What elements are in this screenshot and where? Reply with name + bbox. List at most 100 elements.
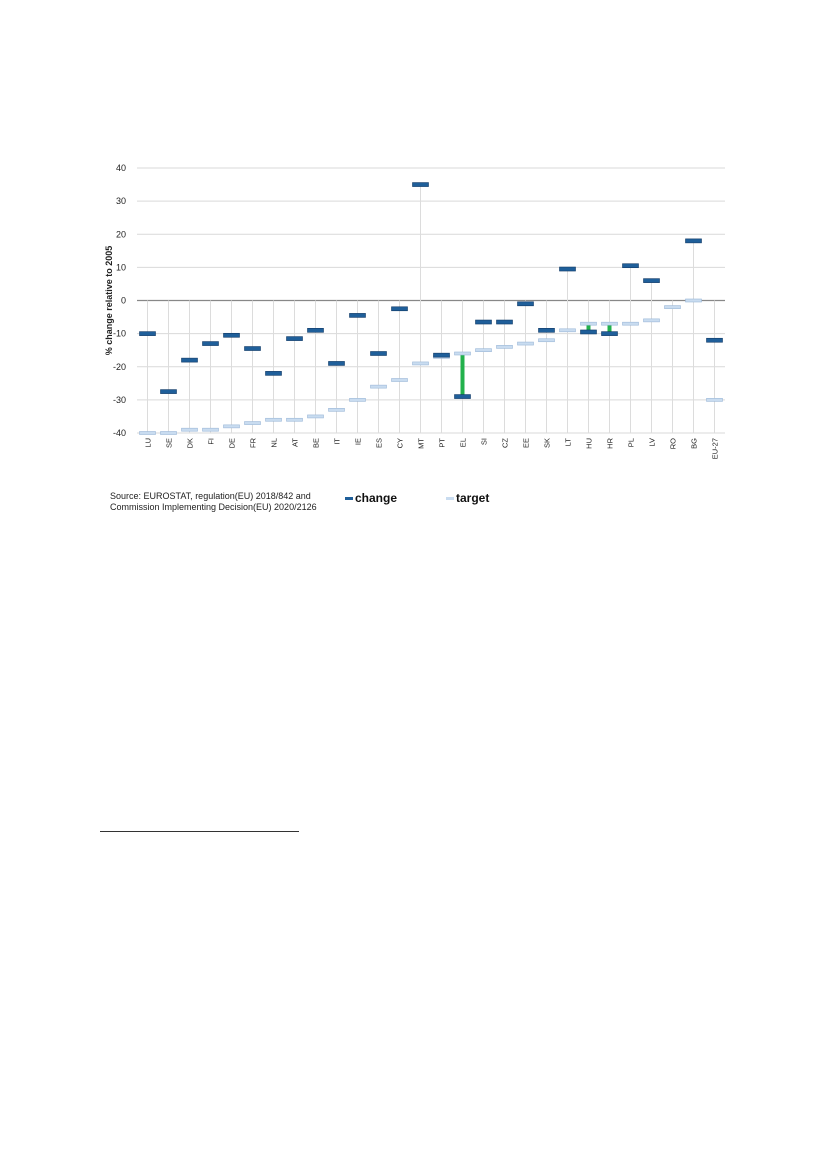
y-tick-label: -20: [113, 362, 126, 372]
change-marker: [349, 313, 366, 318]
x-tick-label: IT: [333, 438, 342, 445]
target-marker: [538, 338, 555, 343]
target-marker: [160, 431, 177, 435]
target-marker: [286, 417, 303, 422]
change-marker: [286, 336, 303, 341]
x-tick-label: SI: [480, 438, 489, 445]
change-marker: [454, 394, 471, 399]
x-tick-label: CY: [396, 438, 405, 448]
legend-change-label: change: [355, 491, 398, 505]
target-marker: [601, 321, 618, 326]
change-marker: [580, 329, 597, 335]
y-tick-label: -40: [113, 428, 126, 438]
target-marker: [454, 351, 471, 356]
gap-bar: [586, 323, 591, 332]
target-marker: [559, 328, 576, 333]
target-marker: [265, 417, 282, 422]
x-tick-label: DE: [228, 438, 237, 448]
gap-bar: [607, 323, 612, 334]
target-marker: [496, 345, 513, 349]
change-marker: [307, 328, 324, 333]
target-marker: [370, 384, 387, 389]
x-tick-label: PT: [438, 438, 447, 448]
source-note: Source: EUROSTAT, regulation(EU) 2018/84…: [110, 491, 317, 513]
y-axis-title: % change relative to 2005: [104, 246, 114, 356]
x-tick-label: MT: [417, 438, 426, 449]
x-tick-label: FI: [207, 438, 216, 445]
x-tick-label: BG: [690, 438, 699, 449]
change-marker: [370, 351, 387, 356]
y-tick-label: 0: [121, 296, 126, 306]
change-marker: [412, 182, 429, 187]
x-tick-label: EL: [459, 438, 468, 447]
x-tick-label: DK: [186, 438, 195, 448]
x-tick-label: PL: [627, 438, 636, 447]
change-marker: [160, 389, 177, 394]
legend-change: change: [345, 491, 397, 505]
change-marker: [202, 341, 219, 346]
change-marker: [622, 263, 639, 269]
y-tick-label: 10: [116, 262, 126, 272]
target-marker: [622, 321, 639, 326]
change-marker: [223, 332, 240, 338]
target-marker: [685, 298, 702, 303]
change-marker: [517, 301, 534, 307]
change-marker: [685, 238, 702, 244]
footnote-rule: [100, 831, 299, 832]
target-marker: [181, 427, 198, 432]
x-tick-label: ES: [375, 438, 384, 448]
y-tick-label: -10: [113, 329, 126, 339]
x-tick-label: HR: [606, 437, 615, 448]
change-marker: [391, 306, 408, 312]
source-line-2: Commission Implementing Decision(EU) 202…: [110, 502, 317, 512]
change-marker: [265, 371, 282, 376]
x-tick-label: EE: [522, 438, 531, 448]
x-tick-label: LT: [564, 438, 573, 447]
change-marker: [601, 331, 618, 336]
x-tick-label: IE: [354, 438, 363, 445]
change-marker: [433, 352, 450, 358]
target-marker: [391, 378, 408, 382]
x-tick-label: CZ: [501, 438, 510, 448]
change-marker: [559, 266, 576, 272]
target-marker: [706, 398, 723, 402]
target-marker: [475, 348, 492, 352]
y-tick-label: 30: [116, 196, 126, 206]
target-marker: [412, 361, 429, 366]
x-tick-label: HU: [585, 438, 594, 449]
change-marker: [706, 337, 723, 343]
x-tick-label: LU: [144, 438, 153, 448]
x-tick-label: LV: [648, 438, 657, 447]
y-tick-label: 40: [116, 163, 126, 173]
target-marker: [202, 427, 219, 432]
target-marker: [223, 424, 240, 429]
target-marker: [328, 408, 345, 412]
x-tick-label: SK: [543, 438, 552, 448]
target-marker: [580, 321, 597, 326]
source-line-1: Source: EUROSTAT, regulation(EU) 2018/84…: [110, 491, 311, 501]
change-marker: [244, 346, 261, 351]
target-marker: [664, 305, 681, 309]
x-tick-label: AT: [291, 438, 300, 447]
legend-target-swatch: [446, 497, 454, 501]
emissions-chart: -40 -30 -20 -10 0 10 20 30 40 % change relative t…: [104, 163, 725, 459]
target-marker: [139, 431, 156, 435]
change-marker: [181, 357, 198, 363]
target-marker: [643, 318, 660, 323]
x-tick-label: BE: [312, 438, 321, 448]
change-marker: [538, 328, 555, 333]
x-tick-label: EU-27: [711, 438, 720, 459]
gap-bar: [460, 353, 465, 397]
change-marker: [643, 278, 660, 283]
x-tick-label: NL: [270, 438, 279, 448]
change-marker: [328, 361, 345, 366]
change-marker: [496, 319, 513, 325]
change-marker: [475, 319, 492, 325]
legend-target-label: target: [456, 491, 490, 505]
target-marker: [244, 421, 261, 425]
x-tick-label: RO: [669, 438, 678, 449]
y-tick-label: -30: [113, 395, 126, 405]
target-marker: [349, 398, 366, 402]
legend-change-swatch: [345, 497, 353, 501]
y-tick-label: 20: [116, 229, 126, 239]
